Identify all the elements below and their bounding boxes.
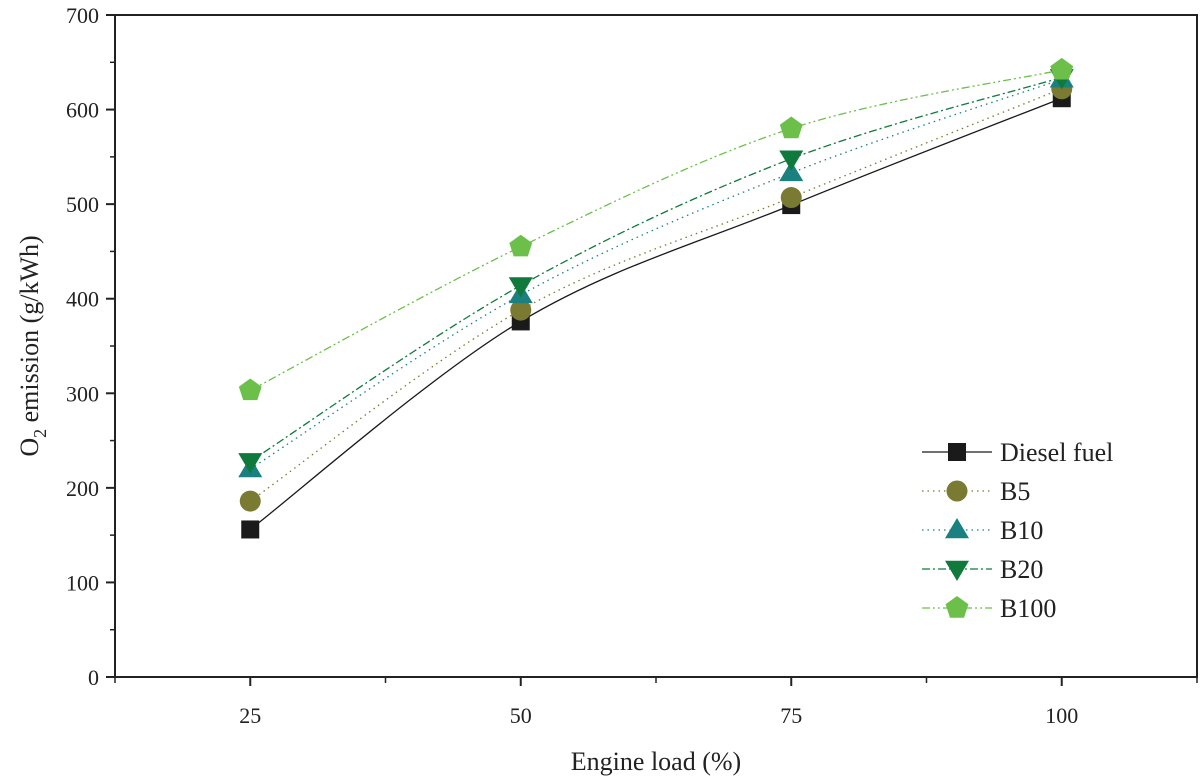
y-tick-label: 100: [66, 570, 99, 595]
x-tick-label: 25: [239, 703, 261, 728]
legend-marker: [946, 480, 968, 502]
data-point: [509, 234, 533, 257]
data-point: [241, 520, 260, 539]
data-point: [238, 453, 263, 474]
x-tick-label: 50: [510, 703, 532, 728]
y-tick-label: 300: [66, 381, 99, 406]
legend: Diesel fuel B5 B10 B20 B100: [922, 438, 1113, 623]
data-point: [780, 187, 802, 209]
series-3: [238, 69, 1074, 474]
y-tick-label: 400: [66, 287, 99, 312]
x-tick-label: 75: [780, 703, 802, 728]
y-axis: 0 100 200 300 400 500 600 700: [66, 3, 115, 690]
y-axis-title: O2 emission (g/kWh): [15, 235, 50, 456]
legend-label: B10: [1000, 516, 1043, 545]
y-tick-label: 600: [66, 98, 99, 123]
data-point: [779, 116, 803, 139]
series-0: [241, 89, 1071, 539]
y-axis-title-subscript: 2: [30, 429, 50, 438]
y-axis-title-main: O: [15, 438, 44, 457]
y-tick-label: 500: [66, 192, 99, 217]
data-point: [238, 378, 262, 401]
y-tick-label: 700: [66, 3, 99, 28]
y-tick-label: 200: [66, 476, 99, 501]
data-point: [779, 160, 804, 182]
series-line: [249, 76, 1062, 462]
series-line: [249, 88, 1062, 502]
legend-label: Diesel fuel: [1000, 438, 1113, 467]
x-axis-title: Engine load (%): [571, 747, 741, 776]
series-line: [249, 78, 1062, 470]
legend-marker: [945, 560, 969, 581]
legend-marker: [945, 518, 969, 539]
data-point: [239, 490, 261, 512]
legend-marker: [945, 596, 969, 618]
legend-marker: [948, 443, 966, 461]
series-2: [238, 67, 1074, 478]
data-point: [779, 150, 804, 171]
x-tick-label: 100: [1045, 703, 1078, 728]
data-point: [1050, 57, 1074, 80]
y-axis-title-rest: emission (g/kWh): [15, 235, 44, 429]
series-line: [249, 69, 1062, 392]
series-4: [238, 57, 1074, 401]
legend-label: B5: [1000, 477, 1030, 506]
x-axis: 25 50 75 100: [114, 677, 1198, 728]
legend-label: B100: [1000, 594, 1056, 623]
series-line: [249, 97, 1062, 530]
legend-label: B20: [1000, 555, 1043, 584]
series-1: [239, 78, 1073, 512]
data-point: [508, 277, 533, 298]
y-tick-label: 0: [88, 665, 99, 690]
series-layer: [238, 57, 1074, 539]
data-point: [510, 299, 532, 321]
